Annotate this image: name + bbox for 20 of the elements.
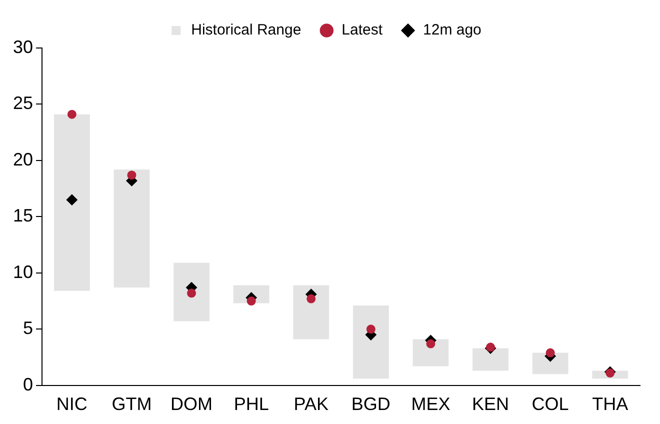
- legend-label: Latest: [342, 22, 384, 39]
- x-tick-label: KEN: [472, 394, 510, 414]
- x-tick-label: PAK: [294, 394, 328, 414]
- x-tick-label: BGD: [351, 394, 390, 414]
- x-tick-label: DOM: [170, 394, 213, 414]
- x-tick-label: COL: [532, 394, 569, 414]
- x-tick-label: PHL: [234, 394, 269, 414]
- y-tick-label: 20: [12, 149, 34, 170]
- legend-label: 12m ago: [423, 22, 482, 39]
- y-tick-label: 10: [12, 262, 34, 282]
- y-tick-label: 5: [23, 318, 34, 338]
- x-tick-label: NIC: [56, 394, 88, 414]
- x-tick-label: GTM: [112, 394, 152, 414]
- x-tick-label: MEX: [411, 394, 450, 414]
- x-tick-label: THA: [592, 394, 628, 414]
- legend-label: Historical Range: [191, 22, 302, 39]
- y-tick-label: 0: [23, 374, 34, 394]
- y-tick-label: 25: [12, 93, 34, 114]
- y-tick-label: 15: [12, 206, 34, 226]
- y-tick-label: 30: [12, 36, 34, 57]
